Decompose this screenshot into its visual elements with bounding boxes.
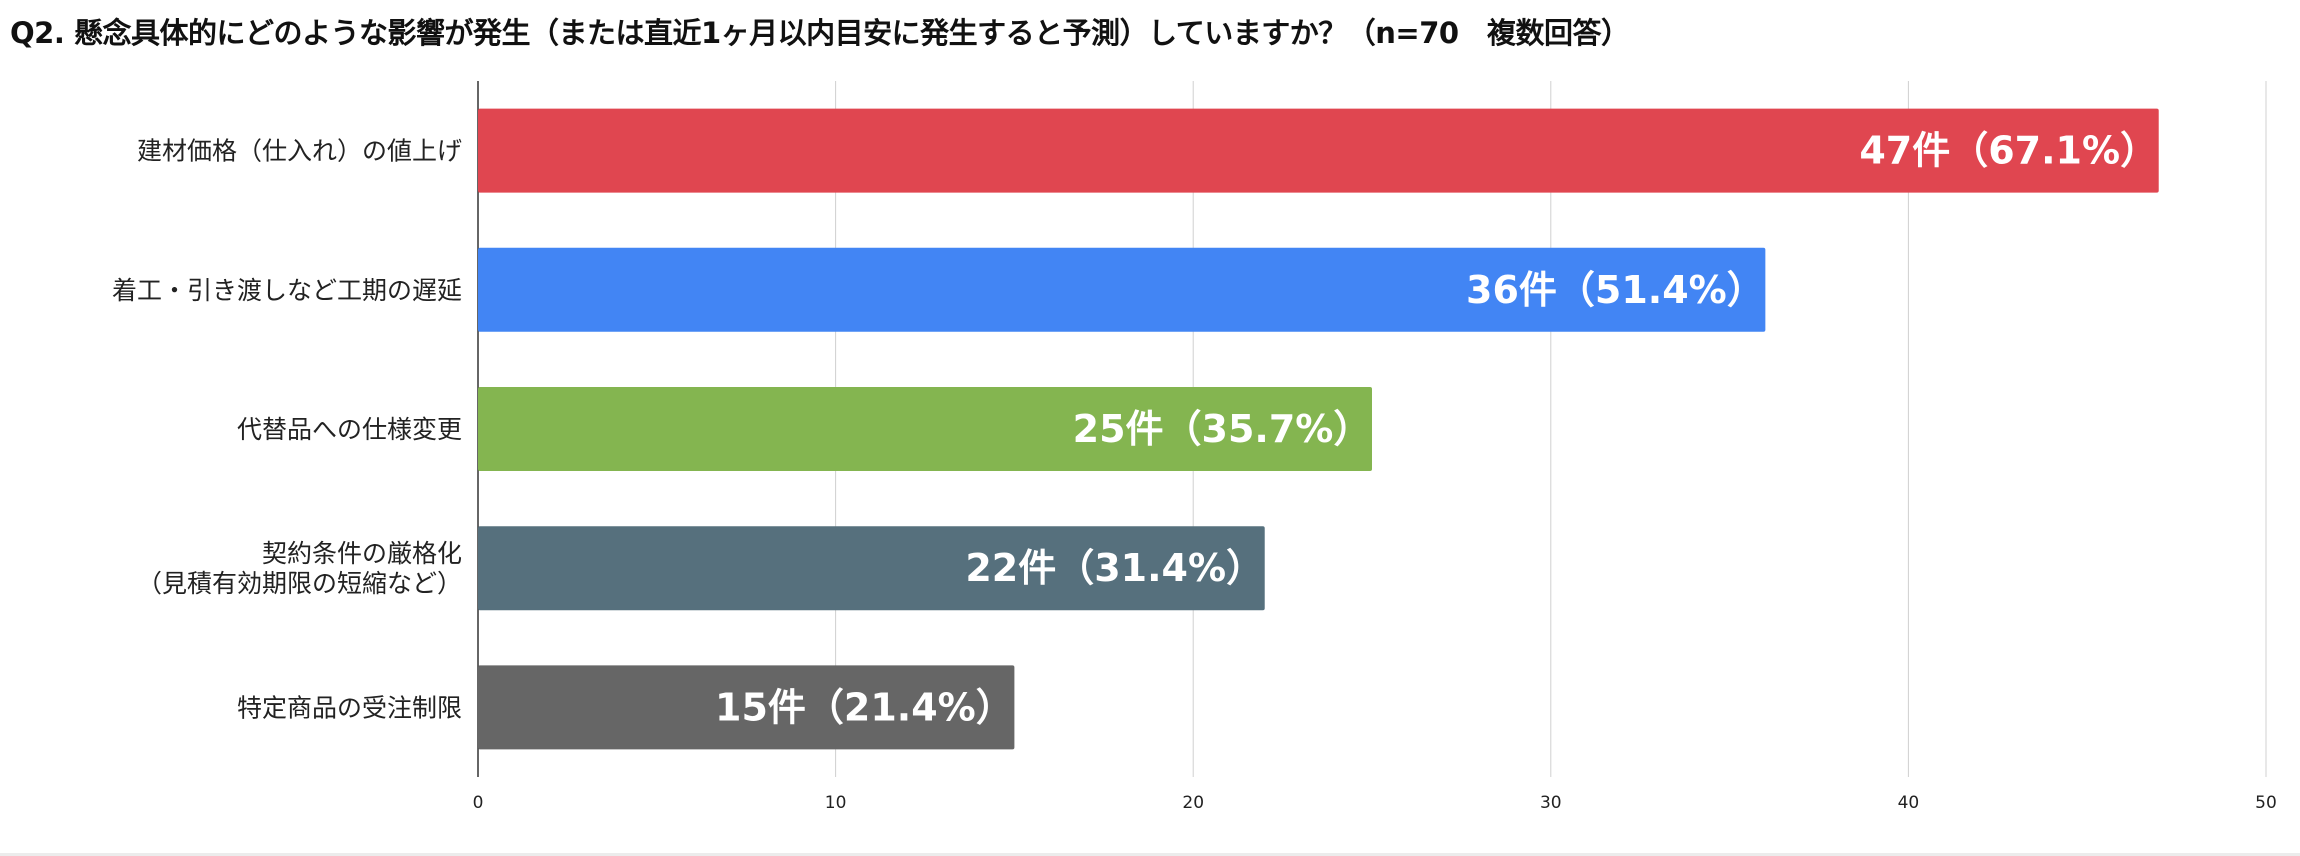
x-tick-label: 30 — [1540, 793, 1562, 813]
category-label: 契約条件の厳格化 — [262, 539, 462, 568]
x-tick-label: 50 — [2255, 793, 2277, 813]
x-tick-label: 20 — [1182, 793, 1204, 813]
bar — [478, 665, 1015, 750]
data-label: 25件（35.7%） — [1073, 407, 1372, 451]
category-label: 建材価格（仕入れ）の値上げ — [137, 137, 462, 166]
x-tick-label: 10 — [825, 793, 847, 813]
category-label: （見積有効期限の短縮など） — [137, 569, 462, 598]
divider — [0, 853, 2300, 856]
bar — [478, 526, 1265, 611]
category-label: 特定商品の受注制限 — [237, 693, 462, 722]
data-label: 47件（67.1%） — [1859, 129, 2158, 173]
bar — [478, 387, 1372, 471]
category-label: 代替品への仕様変更 — [237, 415, 462, 444]
data-label: 15件（21.4%） — [715, 685, 1014, 729]
x-tick-label: 0 — [473, 793, 484, 813]
bar — [478, 247, 1766, 332]
data-label: 36件（51.4%） — [1466, 268, 1765, 312]
x-tick-label: 40 — [1898, 793, 1920, 813]
chart-title: Q2. 懸念具体的にどのような影響が発生（または直近1ヶ月以内目安に発生すると予… — [10, 16, 1630, 50]
category-label: 着工・引き渡しなど工期の遅延 — [112, 276, 462, 305]
bar — [478, 108, 2159, 193]
data-label: 22件（31.4%） — [965, 546, 1264, 590]
